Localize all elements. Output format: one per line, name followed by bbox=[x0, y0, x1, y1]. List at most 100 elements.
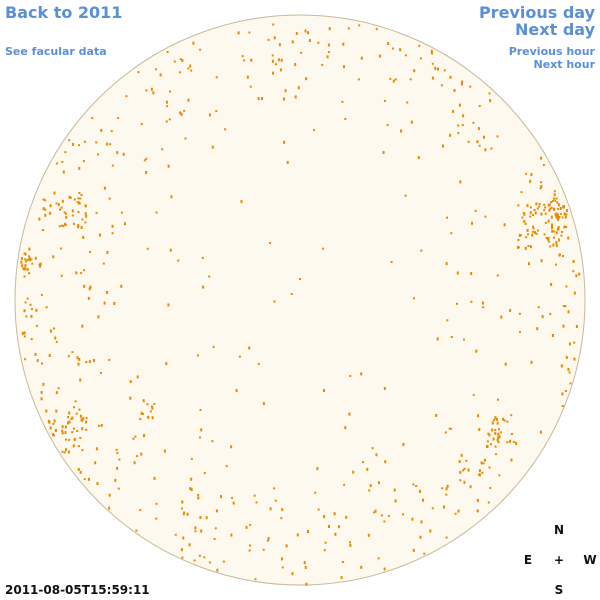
network-mark bbox=[553, 230, 556, 233]
network-mark bbox=[562, 324, 565, 328]
network-mark bbox=[555, 263, 557, 266]
network-mark bbox=[509, 439, 511, 443]
network-mark bbox=[73, 198, 76, 201]
network-mark bbox=[490, 443, 492, 446]
network-mark bbox=[476, 140, 479, 144]
network-mark bbox=[454, 512, 457, 515]
network-mark bbox=[526, 228, 529, 232]
network-mark bbox=[551, 223, 553, 227]
network-mark bbox=[565, 285, 568, 288]
network-mark bbox=[24, 264, 27, 268]
network-mark bbox=[540, 212, 543, 216]
next-hour-link[interactable]: Next hour bbox=[533, 58, 596, 71]
network-mark bbox=[77, 197, 80, 200]
network-mark bbox=[565, 226, 568, 228]
network-mark bbox=[552, 243, 555, 247]
network-mark bbox=[62, 225, 65, 228]
network-mark bbox=[200, 529, 203, 533]
network-mark bbox=[378, 54, 381, 58]
network-mark bbox=[342, 42, 345, 46]
network-mark bbox=[24, 358, 27, 361]
network-mark bbox=[497, 441, 500, 444]
network-mark bbox=[55, 340, 58, 343]
network-mark bbox=[190, 69, 193, 72]
network-mark bbox=[110, 130, 113, 133]
network-mark bbox=[369, 484, 372, 488]
network-mark bbox=[555, 215, 558, 219]
network-mark bbox=[255, 501, 258, 504]
network-mark bbox=[53, 434, 56, 437]
network-mark bbox=[449, 133, 452, 137]
network-mark bbox=[544, 212, 547, 215]
network-mark bbox=[437, 67, 439, 71]
network-mark bbox=[78, 144, 81, 147]
network-mark bbox=[68, 438, 71, 441]
network-mark bbox=[554, 199, 557, 202]
network-mark bbox=[257, 362, 260, 365]
network-mark bbox=[152, 91, 155, 95]
network-mark bbox=[562, 255, 564, 257]
network-mark bbox=[36, 359, 39, 363]
network-mark bbox=[179, 111, 182, 115]
network-mark bbox=[71, 351, 74, 354]
network-mark bbox=[371, 447, 374, 450]
network-mark bbox=[95, 447, 98, 451]
network-mark bbox=[201, 256, 204, 259]
network-mark bbox=[23, 331, 26, 335]
network-mark bbox=[116, 452, 119, 454]
network-mark bbox=[190, 477, 193, 481]
network-mark bbox=[324, 541, 327, 544]
network-mark bbox=[273, 487, 276, 490]
network-mark bbox=[115, 448, 118, 451]
network-mark bbox=[445, 493, 448, 496]
network-mark bbox=[81, 449, 84, 452]
network-mark bbox=[61, 224, 63, 227]
network-mark bbox=[81, 427, 84, 431]
network-mark bbox=[60, 206, 63, 209]
network-mark bbox=[266, 539, 269, 542]
network-mark bbox=[524, 246, 527, 250]
network-mark bbox=[214, 527, 217, 530]
network-mark bbox=[459, 470, 462, 474]
network-mark bbox=[435, 414, 438, 417]
network-mark bbox=[530, 173, 533, 177]
network-mark bbox=[170, 195, 173, 199]
network-mark bbox=[555, 197, 558, 200]
network-mark bbox=[44, 213, 47, 217]
back-to-year-link[interactable]: Back to 2011 bbox=[5, 3, 123, 22]
network-mark bbox=[106, 251, 109, 254]
see-facular-data-link[interactable]: See facular data bbox=[5, 45, 107, 58]
network-mark bbox=[44, 199, 47, 202]
network-mark bbox=[482, 462, 485, 465]
network-mark bbox=[200, 428, 203, 432]
network-mark bbox=[515, 441, 518, 445]
network-mark bbox=[54, 336, 57, 340]
network-mark bbox=[84, 204, 87, 207]
network-mark bbox=[345, 515, 348, 519]
previous-day-link[interactable]: Previous day bbox=[478, 3, 595, 22]
network-mark bbox=[523, 212, 526, 216]
network-mark bbox=[572, 260, 575, 263]
network-mark bbox=[383, 387, 386, 390]
network-mark bbox=[307, 31, 309, 35]
network-mark bbox=[573, 357, 576, 361]
network-mark bbox=[100, 372, 102, 375]
next-day-link[interactable]: Next day bbox=[515, 20, 595, 39]
network-mark bbox=[42, 229, 44, 231]
network-mark bbox=[553, 197, 555, 200]
network-mark bbox=[267, 537, 270, 540]
network-mark bbox=[143, 434, 146, 437]
network-mark bbox=[547, 236, 550, 240]
network-mark bbox=[477, 127, 480, 131]
network-mark bbox=[82, 160, 85, 163]
network-mark bbox=[521, 216, 524, 219]
network-mark bbox=[529, 215, 532, 218]
network-mark bbox=[540, 156, 543, 160]
network-mark bbox=[79, 197, 82, 200]
network-mark bbox=[199, 436, 201, 439]
network-mark bbox=[317, 41, 320, 44]
network-mark bbox=[150, 87, 153, 91]
network-mark bbox=[467, 140, 470, 143]
network-mark bbox=[53, 419, 56, 423]
previous-hour-link[interactable]: Previous hour bbox=[508, 45, 595, 58]
